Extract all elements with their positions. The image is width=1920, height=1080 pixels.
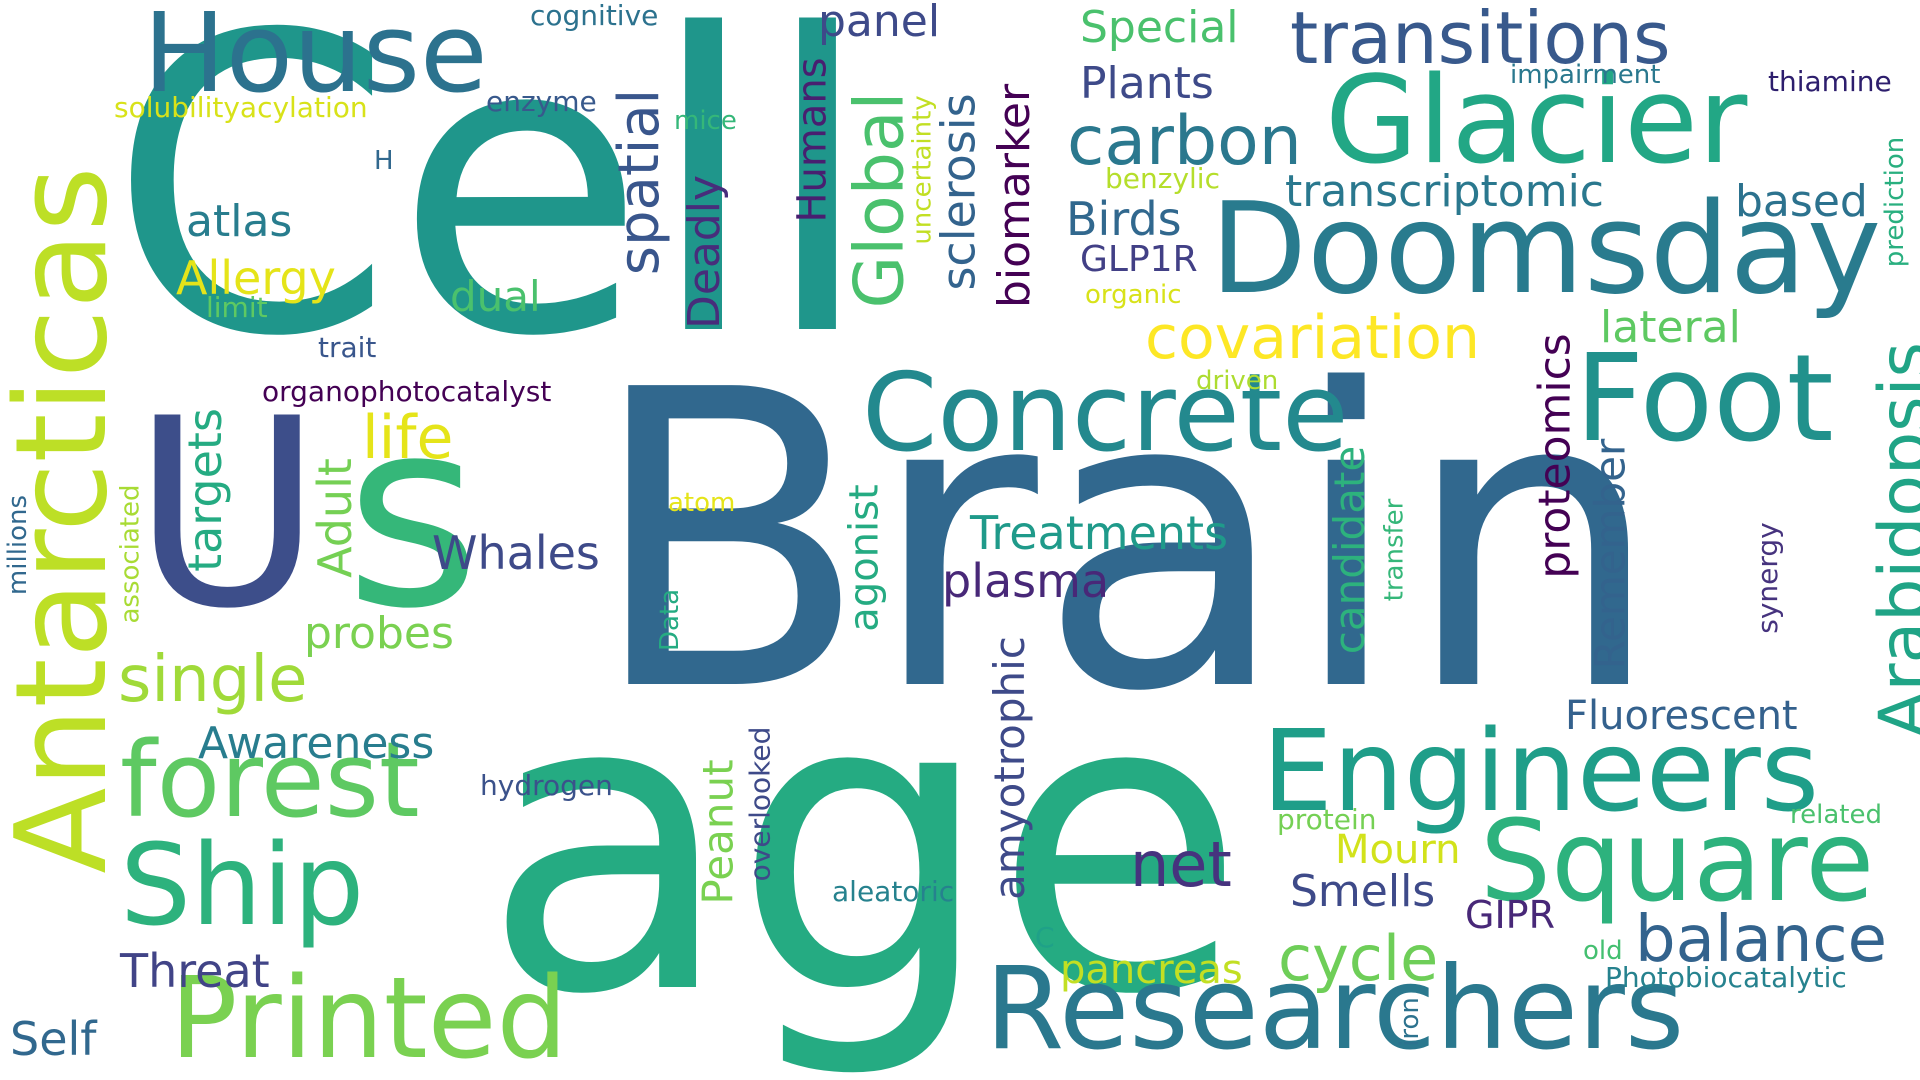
word-treatments: Treatments [970,506,1229,560]
word-amyotrophic: amyotrophic [984,636,1034,900]
word-transcriptomic: transcriptomic [1285,166,1604,217]
word-remember: Remember [1584,438,1634,670]
word-plants: Plants [1080,58,1214,109]
word-cell: Cell [108,0,875,426]
word-balance: balance [1635,903,1887,977]
word-concrete: Concrete [862,351,1349,476]
word-prediction: prediction [1880,136,1911,268]
word-pancreas: pancreas [1060,947,1243,993]
word-thiamine: thiamine [1768,65,1892,98]
word-net: net [1130,828,1232,901]
word-synergy: synergy [1750,522,1784,634]
word-data: Data [655,588,686,652]
word-transfer: transfer [1378,498,1409,602]
word-glacier: Glacier [1325,52,1748,191]
word-global: Global [839,91,919,309]
word-brain: Brain [588,303,1663,781]
word-atom: atom [668,488,736,518]
word-birds: Birds [1066,192,1182,246]
word-square: Square [1480,797,1875,927]
word-smells: Smells [1290,866,1436,917]
word-agonist: agonist [841,484,888,632]
word-transitions: transitions [1290,0,1671,80]
word-old: old [1583,936,1623,966]
word-doomsday: Doomsday [1210,175,1882,322]
word-candidate: candidate [1325,445,1375,655]
word-foot: Foot [1575,330,1834,469]
word-glp1r: GLP1R [1080,239,1198,280]
word-cycle: cycle [1278,922,1439,995]
word-uncertainty: uncertainty [907,95,938,245]
word-dual: dual [450,272,541,321]
word-organophotocatalyst: organophotocatalyst [262,375,552,408]
word-enzyme: enzyme [486,85,597,118]
word-probes: probes [304,608,454,659]
word-overlooked: overlooked [742,726,776,882]
word-house: House [143,0,488,117]
word-biomarker: biomarker [989,83,1041,309]
word-adult: Adult [307,458,362,578]
word-benzylic: benzylic [1105,162,1220,195]
word-age: age [482,606,1246,1080]
word-printed: Printed [170,954,568,1080]
word-organic: organic [1085,280,1182,310]
word-h: H [374,146,394,176]
word-peanut: Peanut [693,759,743,905]
word-self: Self [10,1012,97,1066]
word-awareness: Awareness [198,718,435,769]
word-based: based [1735,176,1868,227]
word-forest: forest [120,719,420,841]
word-humans: Humans [789,57,836,223]
word-impairment: impairment [1510,60,1661,90]
word-us-u: U [132,364,323,666]
word-lateral: lateral [1600,302,1741,353]
word-iron: iron [1394,997,1425,1047]
word-driven: driven [1196,366,1279,396]
word-panel: panel [818,0,941,47]
word-targets: targets [177,408,232,572]
word-aleatoric: aleatoric [832,875,955,908]
word-limit: limit [206,291,268,324]
word-atlas: atlas [186,196,293,247]
word-us-s: s [345,364,481,666]
word-arabidopsis: Arabidopsis [1864,342,1920,738]
word-cognitive: cognitive [530,0,659,32]
word-whales: Whales [432,526,600,580]
word-ship: Ship [120,821,365,951]
word-related: related [1790,800,1882,830]
word-sclerosis: sclerosis [931,93,986,291]
word-fluorescent: Fluorescent [1565,693,1798,739]
word-special: Special [1080,2,1239,53]
word-trait: trait [318,331,377,364]
word-researchers: Researchers [985,942,1685,1075]
word-mice: mice [674,106,737,136]
word-carbon: carbon [1067,102,1302,181]
word-spatial: spatial [607,88,673,276]
word-threat: Threat [120,944,270,998]
word-engineers: Engineers [1262,707,1820,837]
word-proteomics: proteomics [1529,333,1581,579]
word-mourn: Mourn [1335,827,1461,873]
word-plasma: plasma [942,554,1110,608]
word-life: life [362,403,454,473]
word-protein: protein [1277,803,1377,836]
word-c: C [1035,921,1055,954]
word-covariation: covariation [1145,303,1481,373]
word-gipr: GIPR [1465,893,1555,937]
word-solubilityacylation: solubilityacylation [114,91,368,124]
word-single: single [118,643,308,717]
word-hydrogen: hydrogen [480,769,613,802]
word-millions: millions [3,494,34,596]
word-photobiocatalytic: Photobiocatalytic [1605,961,1847,994]
word-allergy: Allergy [176,251,336,305]
word-associated: associated [115,484,146,624]
word-deadly: Deadly [679,174,731,330]
